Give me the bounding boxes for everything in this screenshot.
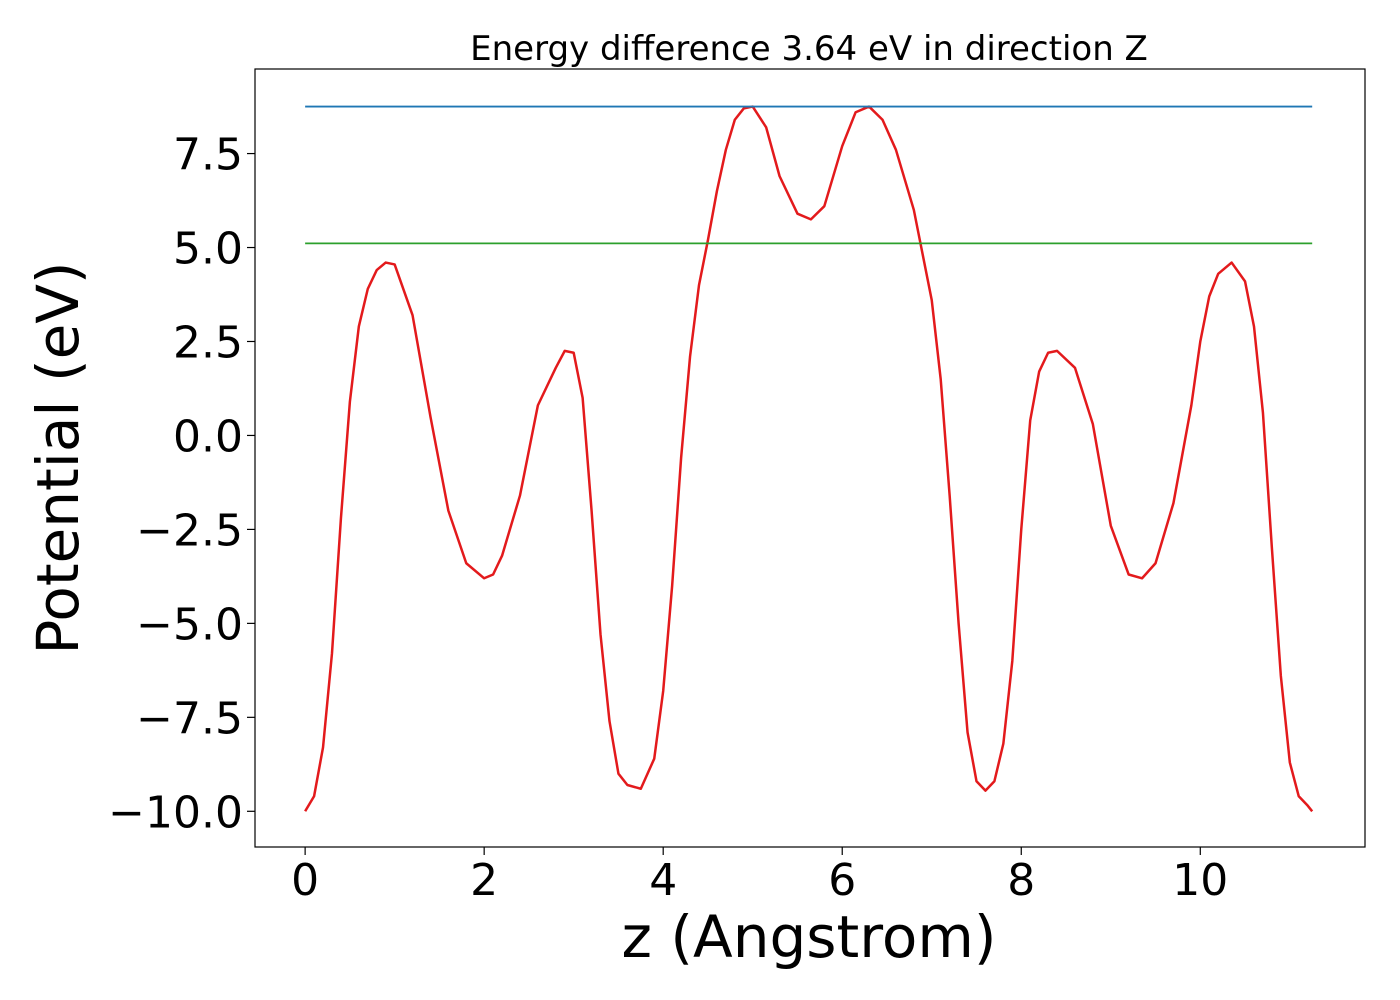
y-tick-label: −5.0 xyxy=(136,599,243,650)
x-tick-label: 6 xyxy=(828,855,856,906)
chart-title: Energy difference 3.64 eV in direction Z xyxy=(470,29,1148,69)
series-layer xyxy=(304,105,1314,813)
y-tick-label: −10.0 xyxy=(108,787,243,838)
y-tick-label: 5.0 xyxy=(173,224,243,275)
x-tick-label: 8 xyxy=(1007,855,1035,906)
x-tick-label: 2 xyxy=(470,855,498,906)
x-tick-label: 4 xyxy=(649,855,677,906)
x-axis-label: z (Angstrom) xyxy=(622,903,997,971)
y-axis: −10.0 −7.5 −5.0 −2.5 0.0 2.5 5.0 7.5 xyxy=(108,130,255,838)
x-tick-label: 10 xyxy=(1172,855,1228,906)
plot-frame xyxy=(254,68,1366,848)
x-axis: 0 2 4 6 8 10 xyxy=(291,847,1228,906)
y-tick-label: 2.5 xyxy=(173,317,243,368)
y-tick-label: −7.5 xyxy=(136,693,243,744)
y-axis-label: Potential (eV) xyxy=(24,261,92,654)
y-tick-label: 0.0 xyxy=(173,411,243,462)
y-tick-label: −2.5 xyxy=(136,505,243,556)
y-tick-label: 7.5 xyxy=(173,130,243,181)
x-tick-label: 0 xyxy=(291,855,319,906)
series-line-potential xyxy=(304,105,1314,813)
